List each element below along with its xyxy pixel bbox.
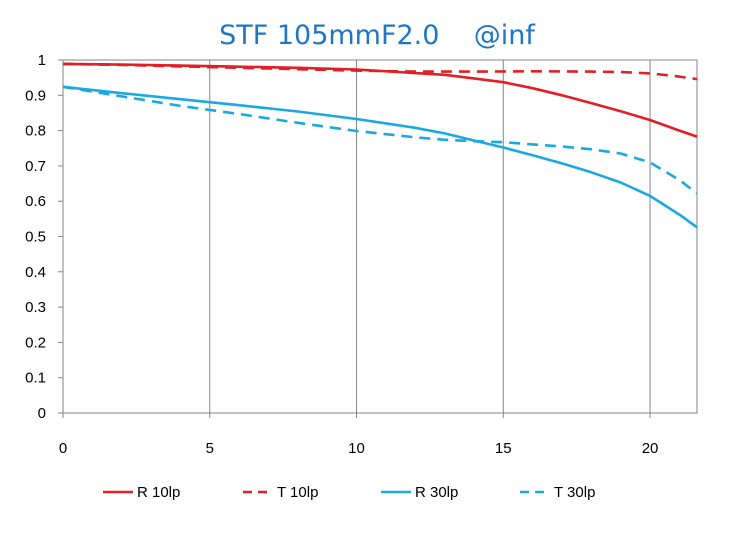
plot-border: [62, 59, 698, 414]
y-tick-label: 1: [38, 52, 46, 69]
series-line-r-30lp: [62, 85, 698, 229]
series-line-t-10lp: [62, 62, 698, 81]
legend: R 10lp T 10lp R 30lp T 30lp: [103, 484, 595, 501]
x-tick-label: 20: [642, 440, 659, 457]
axes: 0 5 10 15 20 1 0.9 0.8 0.7 0.6 0.5 0.4 0.3 0.2 0.1 0: [25, 52, 658, 457]
y-tick-label: 0.4: [25, 264, 46, 281]
legend-label: T 10lp: [277, 484, 318, 501]
y-tick-label: 0.9: [25, 87, 46, 104]
legend-label: T 30lp: [554, 484, 595, 501]
y-tick-label: 0.2: [25, 334, 46, 351]
x-tick-label: 0: [59, 440, 67, 457]
series-lines: [62, 62, 698, 229]
x-tick-label: 5: [206, 440, 214, 457]
legend-label: R 30lp: [415, 484, 458, 501]
series-line-r-10lp: [62, 62, 698, 138]
series-line-t-30lp: [62, 85, 698, 195]
y-tick-label: 0.1: [25, 370, 46, 387]
legend-label: R 10lp: [137, 484, 180, 501]
y-tick-label: 0: [38, 405, 46, 422]
y-tick-label: 0.7: [25, 158, 46, 175]
y-tick-label: 0.5: [25, 229, 46, 246]
y-tick-label: 0.6: [25, 193, 46, 210]
y-tick-label: 0.3: [25, 299, 46, 316]
x-tick-label: 15: [495, 440, 512, 457]
grid: [62, 59, 698, 414]
chart-title: STF 105mmF2.0 @inf: [219, 20, 536, 51]
x-tick-label: 10: [348, 440, 365, 457]
y-tick-label: 0.8: [25, 123, 46, 140]
